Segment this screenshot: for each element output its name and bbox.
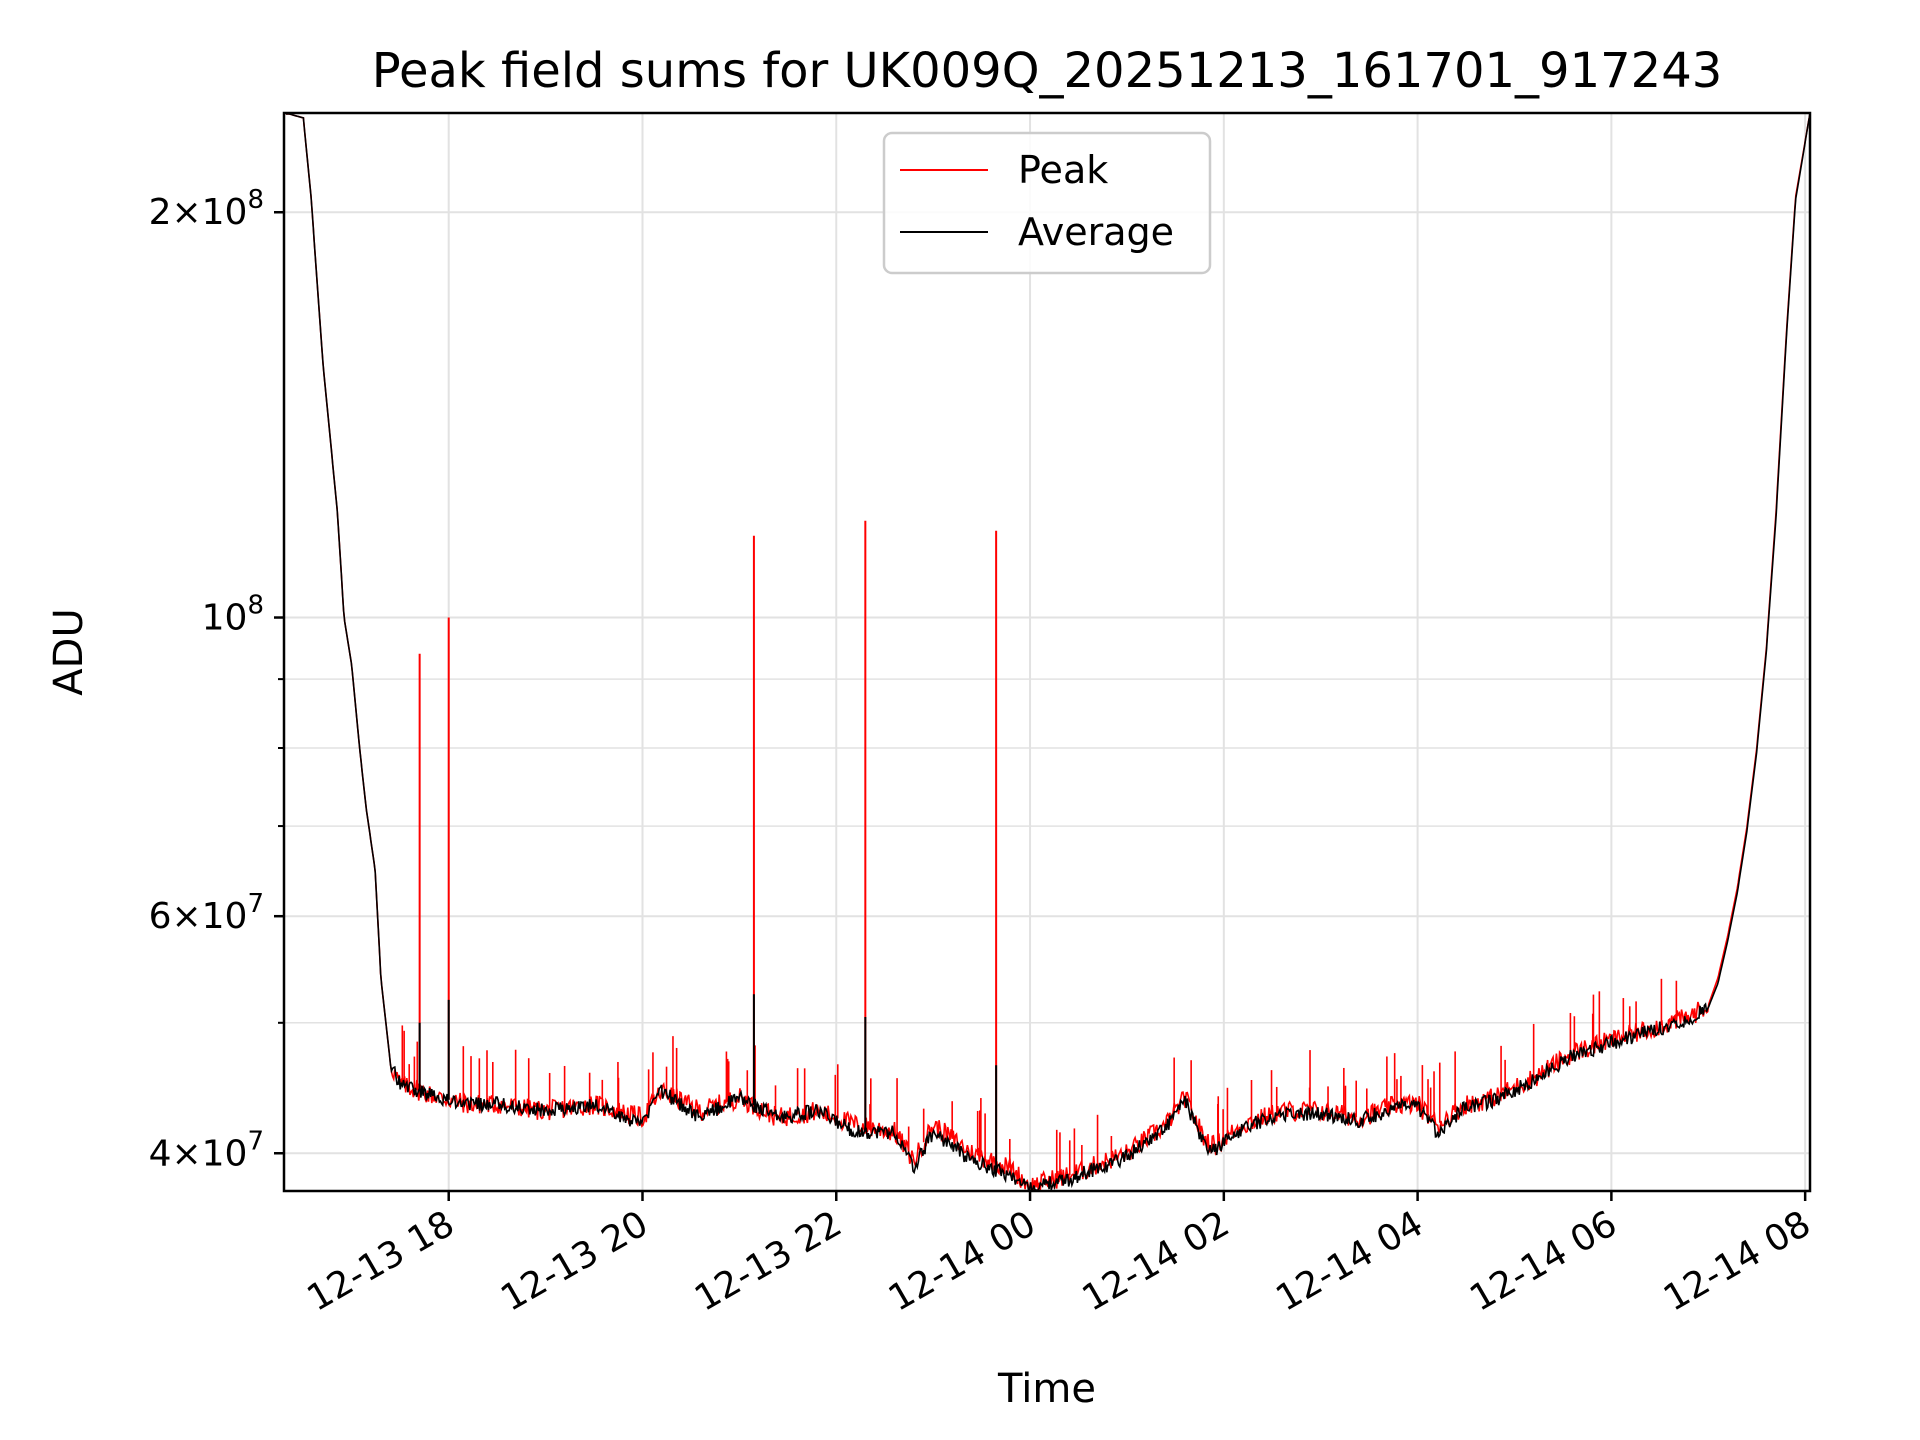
average-series-line [285, 113, 1811, 1191]
y-tick-label: 2×108 [149, 185, 264, 233]
y-tick-base: 2×10 [149, 192, 248, 233]
y-tick-exponent: 8 [247, 185, 264, 215]
legend-label-average: Average [1018, 210, 1174, 254]
y-tick-exponent: 7 [247, 1126, 264, 1156]
y-axis-label: ADU [46, 608, 92, 695]
y-tick-label: 6×107 [149, 889, 264, 937]
chart-title: Peak field sums for UK009Q_20251213_1617… [372, 43, 1723, 99]
y-tick-label: 108 [202, 591, 264, 639]
axes-frame [282, 111, 1812, 1193]
y-tick-base: 10 [202, 598, 248, 639]
y-tick-base: 6×10 [149, 896, 248, 937]
y-tick-label: 4×107 [149, 1126, 264, 1174]
plot-area [285, 113, 1811, 1191]
legend: Peak Average [882, 131, 1212, 275]
x-axis-label: Time [997, 1366, 1096, 1412]
grid [284, 113, 1810, 1191]
legend-frame [882, 131, 1212, 275]
y-tick-exponent: 8 [247, 591, 264, 621]
y-tick-exponent: 7 [247, 889, 264, 919]
legend-label-peak: Peak [1018, 148, 1108, 192]
y-tick-base: 4×10 [149, 1133, 248, 1174]
